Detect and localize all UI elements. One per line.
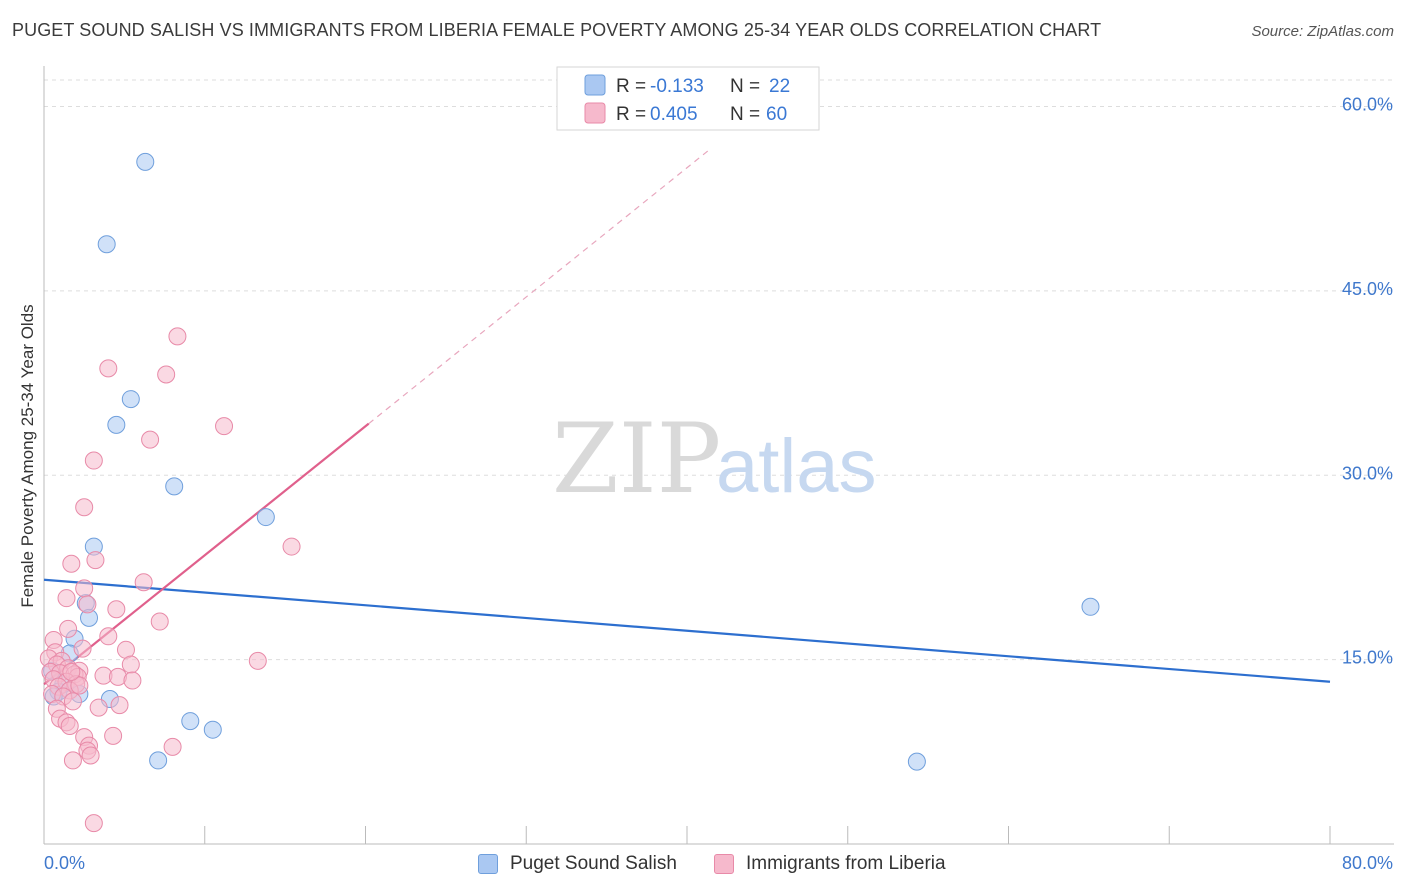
pink-point-3 (215, 417, 234, 436)
stats-n-label-blue: N = (730, 76, 760, 97)
chart-source: Source: ZipAtlas.com (1251, 23, 1394, 40)
chart-title: PUGET SOUND SALISH VS IMMIGRANTS FROM LI… (12, 20, 1102, 40)
pink-point-10 (134, 573, 153, 592)
x-tick-marks (43, 826, 1331, 844)
x-tick-label-max: 80.0% (1342, 853, 1393, 873)
pink-point-17 (99, 627, 118, 646)
blue-point-3 (107, 415, 126, 434)
y-tick-label-15: 15.0% (1342, 648, 1393, 668)
data-points (39, 152, 1100, 833)
pink-point-0 (168, 327, 187, 346)
y-tick-labels: 15.0% 30.0% 45.0% 60.0% (1342, 95, 1393, 668)
blue-point-20 (907, 752, 926, 771)
pink-point-31 (121, 655, 140, 674)
y-tick-label-30: 30.0% (1342, 463, 1393, 483)
pink-point-15 (150, 612, 169, 631)
legend-item-blue[interactable]: Puget Sound Salish (478, 850, 677, 878)
pink-point-13 (107, 600, 126, 619)
pink-point-14 (78, 595, 97, 614)
pink-point-32 (248, 651, 267, 670)
stats-r-value-pink: 0.405 (650, 104, 698, 125)
y-tick-label-45: 45.0% (1342, 279, 1393, 299)
pink-point-9 (62, 554, 81, 573)
pink-point-59 (62, 662, 81, 681)
pink-point-20 (73, 639, 92, 658)
pink-point-11 (75, 579, 94, 598)
blue-point-1 (97, 235, 116, 254)
stats-r-value-blue: -0.133 (650, 76, 704, 97)
legend: Puget Sound Salish Immigrants from Liber… (0, 850, 1406, 878)
stats-n-label-pink: N = (730, 104, 760, 125)
blue-point-2 (121, 390, 140, 409)
stats-r-label-pink: R = (616, 104, 646, 125)
pink-point-12 (57, 589, 76, 608)
stats-swatch-pink (584, 102, 606, 124)
trend-lines (43, 147, 1331, 686)
stats-r-label-blue: R = (616, 76, 646, 97)
pink-point-1 (99, 359, 118, 378)
y-tick-label-60: 60.0% (1342, 95, 1393, 115)
legend-swatch-blue (478, 854, 498, 874)
pink-trend-line (43, 422, 370, 686)
grid-layer (44, 79, 1394, 661)
pink-point-51 (104, 726, 123, 745)
watermark-atlas: atlas (716, 424, 877, 509)
legend-swatch-pink (714, 854, 734, 874)
blue-point-18 (203, 720, 222, 739)
y-axis-label: Female Poverty Among 25-34 Year Olds (18, 304, 37, 607)
pink-point-53 (163, 737, 182, 756)
pink-point-5 (84, 451, 103, 470)
pink-point-57 (84, 814, 103, 833)
blue-point-21 (1081, 597, 1100, 616)
blue-point-17 (181, 712, 200, 731)
pink-point-38 (123, 671, 142, 690)
legend-item-pink[interactable]: Immigrants from Liberia (714, 850, 946, 878)
pink-point-46 (110, 696, 129, 715)
stats-n-value-pink: 60 (766, 104, 787, 125)
pink-point-4 (141, 430, 160, 449)
blue-trend-line (43, 578, 1331, 683)
pink-point-8 (86, 551, 105, 570)
pink-point-49 (60, 717, 79, 736)
blue-point-0 (136, 152, 155, 171)
pink-point-16 (59, 619, 78, 638)
stats-n-value-blue: 22 (769, 76, 790, 97)
pink-point-45 (89, 698, 108, 717)
legend-label-blue: Puget Sound Salish (510, 853, 677, 874)
pink-trend-extension (368, 147, 712, 425)
stats-box: R = -0.133 N = 22 R = 0.405 N = 60 (556, 66, 820, 131)
watermark-zip: ZIP (552, 403, 721, 515)
pink-point-43 (63, 692, 82, 711)
pink-point-55 (81, 746, 100, 765)
legend-label-pink: Immigrants from Liberia (746, 853, 946, 874)
blue-point-19 (149, 751, 168, 770)
pink-point-2 (157, 365, 176, 384)
blue-point-5 (256, 508, 275, 527)
pink-point-56 (63, 751, 82, 770)
x-tick-label-min: 0.0% (44, 853, 85, 873)
pink-point-7 (282, 537, 301, 556)
stats-swatch-blue (584, 74, 606, 96)
blue-point-4 (165, 477, 184, 496)
pink-point-58 (70, 676, 89, 695)
pink-point-6 (75, 498, 94, 517)
